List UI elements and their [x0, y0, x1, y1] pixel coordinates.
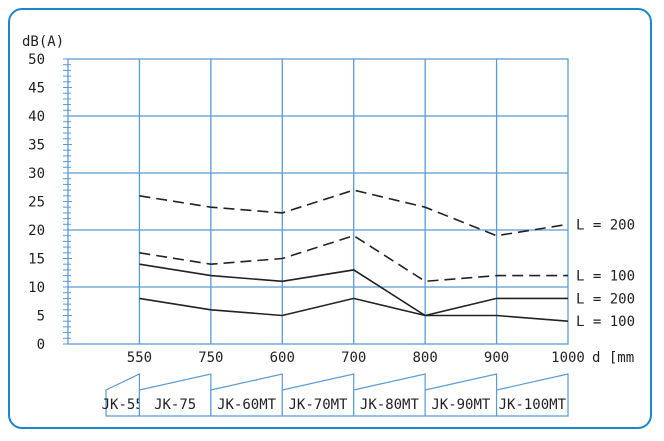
x-tick-label: 800 [412, 350, 437, 366]
series-line [139, 189, 569, 237]
y-tick-label: 25 [28, 195, 45, 211]
series-line [139, 263, 568, 317]
y-axis-title: dB(A) [22, 34, 64, 50]
series-line [139, 297, 569, 322]
y-tick-label: 40 [28, 109, 45, 125]
x-tick-label: 700 [341, 350, 366, 366]
y-tick-label: 50 [28, 52, 45, 68]
x-tick-label: 600 [270, 350, 295, 366]
model-label: JK-100MT [499, 397, 567, 413]
y-tick-label: 20 [28, 223, 45, 239]
series-label: L = 100 [576, 314, 635, 330]
x-tick-label: 1000 [551, 350, 585, 366]
model-label: JK-90MT [431, 397, 491, 413]
y-tick-label: 0 [37, 337, 45, 353]
series-label: L = 200 [576, 291, 635, 307]
model-label: JK-60MT [217, 397, 277, 413]
series-line [139, 234, 568, 283]
model-tab [495, 373, 569, 417]
y-tick-label: 15 [28, 252, 45, 268]
x-tick-label: 900 [484, 350, 509, 366]
y-tick-label: 35 [28, 138, 45, 154]
y-tick-label: 5 [37, 309, 45, 325]
series-label: L = 200 [576, 217, 635, 233]
model-label: JK-70MT [288, 397, 348, 413]
model-label: JK-75 [154, 397, 196, 413]
plot-area [67, 58, 569, 345]
y-tick-label: 45 [28, 81, 45, 97]
x-tick-label: 550 [127, 350, 152, 366]
model-label: JK-55 [102, 397, 144, 413]
y-tick-label: 10 [28, 280, 45, 296]
x-axis-title: d [mm [592, 350, 634, 366]
y-tick-label: 30 [28, 166, 45, 182]
chart-frame [8, 8, 652, 429]
model-label: JK-80MT [360, 397, 420, 413]
x-tick-label: 750 [198, 350, 223, 366]
series-label: L = 100 [576, 269, 635, 285]
